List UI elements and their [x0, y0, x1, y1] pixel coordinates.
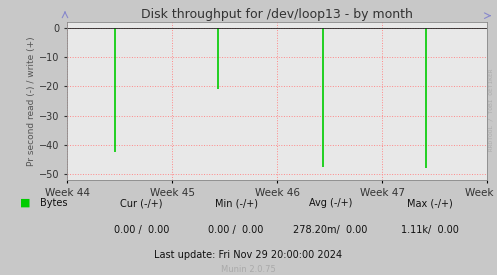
- Text: Bytes: Bytes: [40, 198, 67, 208]
- Text: Max (-/+): Max (-/+): [407, 198, 453, 208]
- Text: 1.11k/  0.00: 1.11k/ 0.00: [401, 226, 459, 235]
- Text: 0.00 /  0.00: 0.00 / 0.00: [208, 226, 264, 235]
- Text: RRDTOOL / TOBI OETIKER: RRDTOOL / TOBI OETIKER: [489, 69, 494, 151]
- Text: Last update: Fri Nov 29 20:00:00 2024: Last update: Fri Nov 29 20:00:00 2024: [155, 250, 342, 260]
- Text: Cur (-/+): Cur (-/+): [120, 198, 163, 208]
- Title: Disk throughput for /dev/loop13 - by month: Disk throughput for /dev/loop13 - by mon…: [141, 8, 413, 21]
- Text: Avg (-/+): Avg (-/+): [309, 198, 352, 208]
- Text: ■: ■: [20, 198, 30, 208]
- Text: Munin 2.0.75: Munin 2.0.75: [221, 265, 276, 274]
- Text: Min (-/+): Min (-/+): [215, 198, 257, 208]
- Text: 0.00 /  0.00: 0.00 / 0.00: [114, 226, 169, 235]
- Text: 278.20m/  0.00: 278.20m/ 0.00: [293, 226, 368, 235]
- Y-axis label: Pr second read (-) / write (+): Pr second read (-) / write (+): [27, 36, 36, 166]
